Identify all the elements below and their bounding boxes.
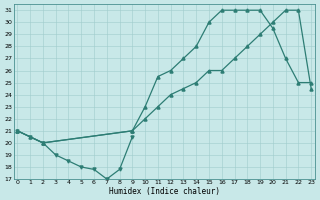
X-axis label: Humidex (Indice chaleur): Humidex (Indice chaleur) <box>109 187 220 196</box>
